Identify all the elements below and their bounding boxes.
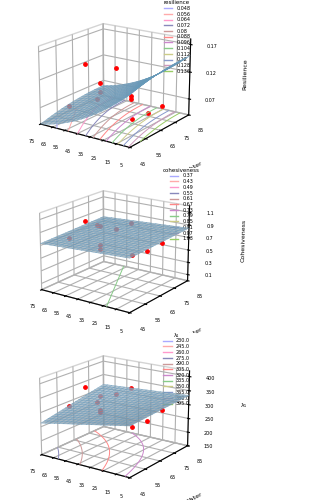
Legend: 0.37, 0.43, 0.49, 0.55, 0.61, 0.67, 0.73, 0.79, 0.85, 0.91, 0.97, 1.03: 0.37, 0.43, 0.49, 0.55, 0.61, 0.67, 0.73… bbox=[162, 166, 201, 242]
X-axis label: Mesquite: Mesquite bbox=[44, 171, 73, 183]
Y-axis label: Water: Water bbox=[185, 326, 203, 340]
Legend: 0.048, 0.056, 0.064, 0.072, 0.08, 0.088, 0.096, 0.104, 0.112, 0.12, 0.128, 0.136: 0.048, 0.056, 0.064, 0.072, 0.08, 0.088,… bbox=[163, 0, 191, 75]
X-axis label: Mesquite: Mesquite bbox=[45, 336, 74, 348]
Y-axis label: Water: Water bbox=[185, 160, 204, 174]
Legend: 230.0, 245.0, 260.0, 275.0, 290.0, 305.0, 320.0, 335.0, 350.0, 365.0, 380.0, 395: 230.0, 245.0, 260.0, 275.0, 290.0, 305.0… bbox=[162, 332, 191, 407]
Y-axis label: Water: Water bbox=[185, 492, 203, 500]
